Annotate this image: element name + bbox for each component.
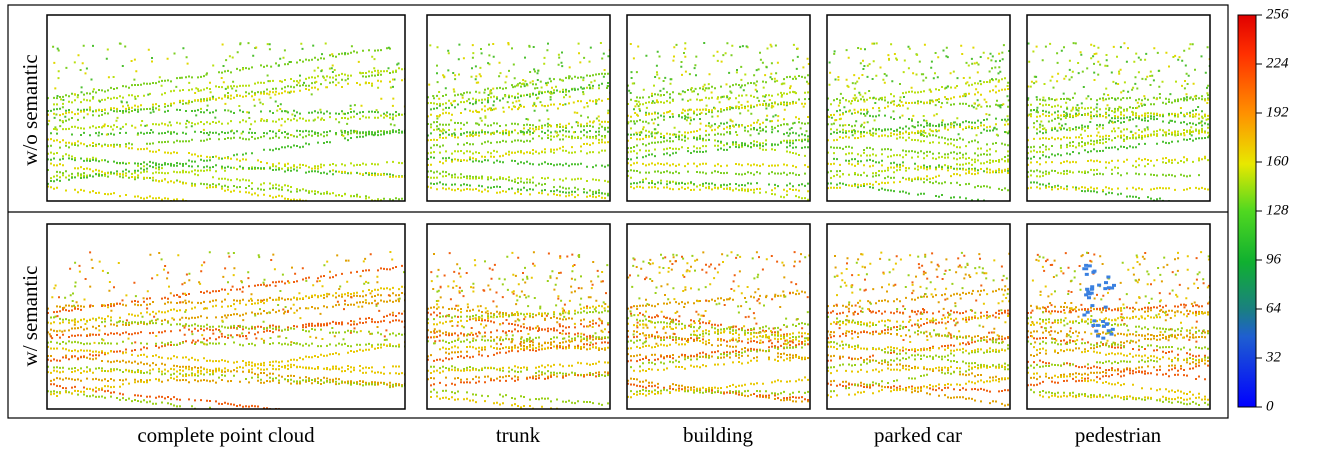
points xyxy=(1027,44,1212,208)
points xyxy=(1027,255,1209,379)
panels xyxy=(47,15,1212,431)
point-cloud xyxy=(1027,43,1212,207)
column-label: pedestrian xyxy=(1075,423,1162,447)
points xyxy=(1082,265,1116,338)
colorbar-tick-label: 32 xyxy=(1265,349,1282,365)
figure: w/o semantic w/ semantic complete point … xyxy=(0,0,1317,450)
points xyxy=(47,44,406,206)
column-label: building xyxy=(683,423,754,447)
points xyxy=(627,252,809,400)
points xyxy=(47,252,406,431)
column-label: trunk xyxy=(496,423,541,447)
point-cloud xyxy=(627,252,811,401)
points xyxy=(827,254,1011,406)
points xyxy=(827,253,1009,391)
points xyxy=(827,44,1009,189)
point-cloud xyxy=(827,253,1011,406)
point-cloud xyxy=(1027,252,1211,405)
point-cloud xyxy=(427,252,612,415)
row-label: w/ semantic xyxy=(18,266,42,367)
colorbar-tick-label: 64 xyxy=(1266,300,1282,316)
points xyxy=(1027,252,1210,400)
points xyxy=(827,44,1011,191)
points xyxy=(427,45,609,194)
points xyxy=(827,253,1011,397)
point-cloud xyxy=(827,43,1012,204)
point-cloud xyxy=(627,43,810,200)
points xyxy=(627,44,810,191)
colorbar xyxy=(1238,15,1256,407)
points xyxy=(427,44,609,196)
points xyxy=(427,43,611,182)
panel-frame xyxy=(827,224,1010,409)
points xyxy=(1027,44,1210,177)
panel-frame xyxy=(1027,224,1210,409)
points xyxy=(627,43,809,199)
row-label: w/o semantic xyxy=(18,54,42,165)
points xyxy=(47,252,406,396)
points xyxy=(47,44,406,184)
point-cloud xyxy=(47,252,407,431)
column-label: complete point cloud xyxy=(137,423,315,447)
colorbar-tick-label: 0 xyxy=(1266,398,1274,414)
colorbar-tick-label: 96 xyxy=(1266,251,1282,267)
points xyxy=(427,255,612,405)
points xyxy=(47,43,406,201)
colorbar-tick-label: 192 xyxy=(1266,104,1289,120)
points xyxy=(47,45,406,224)
point-cloud xyxy=(427,43,612,198)
column-label: parked car xyxy=(874,423,962,447)
panel-frame xyxy=(627,15,810,201)
colorbar-tick-label: 224 xyxy=(1266,55,1289,71)
points xyxy=(47,253,406,387)
colorbar-tick-label: 256 xyxy=(1266,6,1289,22)
colorbar-tick-label: 160 xyxy=(1266,153,1289,169)
point-cloud xyxy=(47,43,406,223)
colorbar-tick-label: 128 xyxy=(1266,202,1289,218)
